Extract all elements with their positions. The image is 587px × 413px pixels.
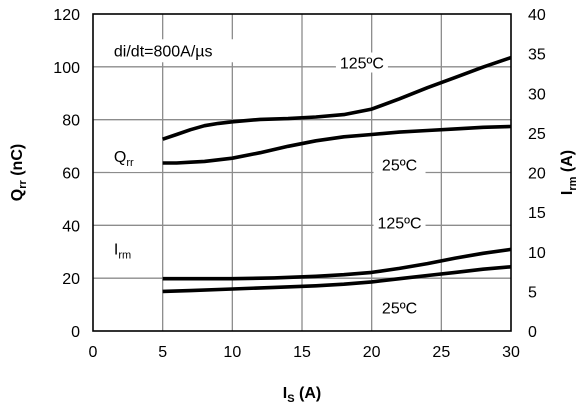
y-left-tick-label: 0 — [71, 324, 80, 341]
y-right-tick-label: 25 — [528, 126, 546, 143]
series-label-1: 125ºC — [340, 56, 384, 73]
x-axis-title: IS (A) — [283, 385, 321, 405]
y-right-tick-label: 10 — [528, 245, 546, 262]
series-label-2: 25ºC — [382, 158, 417, 175]
series-line-2 — [163, 127, 511, 164]
x-tick-label: 20 — [363, 344, 381, 361]
y-right-axis-title: Irm (A) — [559, 150, 579, 195]
y-left-tick-label: 100 — [53, 60, 80, 77]
x-tick-label: 30 — [502, 344, 520, 361]
series-layer — [163, 58, 511, 292]
y-right-tick-label: 15 — [528, 205, 546, 222]
series-label-3: 125ºC — [377, 216, 421, 233]
y-left-tick-label: 80 — [62, 113, 80, 130]
x-tick-label: 5 — [158, 344, 167, 361]
y-left-tick-label: 60 — [62, 166, 80, 183]
y-left-tick-label: 40 — [62, 218, 80, 235]
x-tick-label: 0 — [89, 344, 98, 361]
y-left-tick-label: 20 — [62, 271, 80, 288]
y-right-tick-label: 30 — [528, 86, 546, 103]
y-left-axis-title: Qrr (nC) — [9, 144, 29, 201]
series-label-4: 25ºC — [382, 300, 417, 317]
y-right-tick-label: 35 — [528, 47, 546, 64]
x-tick-label: 25 — [432, 344, 450, 361]
x-tick-label: 15 — [293, 344, 311, 361]
y-right-tick-label: 0 — [528, 324, 537, 341]
y-right-tick-label: 40 — [528, 7, 546, 24]
di-dt-annotation: di/dt=800A/µs — [114, 43, 213, 60]
series-line-3 — [163, 249, 511, 278]
y-left-tick-label: 120 — [53, 7, 80, 24]
y-right-tick-label: 5 — [528, 284, 537, 301]
y-right-tick-label: 20 — [528, 166, 546, 183]
x-tick-label: 10 — [223, 344, 241, 361]
